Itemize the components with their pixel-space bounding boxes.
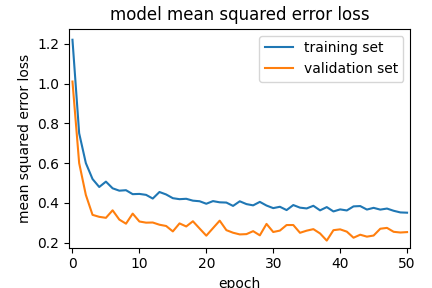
training set: [177, 198, 182, 201]
training set: [398, 211, 403, 214]
validation set: [398, 231, 403, 234]
validation set: [311, 228, 316, 231]
validation set: [324, 239, 329, 242]
Y-axis label: mean squared error loss: mean squared error loss: [18, 54, 32, 223]
Title: model mean squared error loss: model mean squared error loss: [110, 6, 369, 24]
training set: [170, 196, 175, 200]
validation set: [404, 230, 410, 234]
training set: [311, 204, 316, 208]
training set: [143, 193, 149, 197]
validation set: [291, 223, 296, 227]
validation set: [170, 230, 175, 233]
Legend: training set, validation set: training set, validation set: [259, 36, 403, 82]
Line: training set: training set: [73, 40, 407, 213]
Line: validation set: validation set: [73, 82, 407, 240]
validation set: [70, 80, 75, 83]
training set: [404, 211, 410, 215]
X-axis label: epoch: epoch: [219, 277, 261, 288]
training set: [291, 203, 296, 207]
validation set: [177, 222, 182, 225]
training set: [70, 38, 75, 41]
validation set: [143, 221, 149, 224]
